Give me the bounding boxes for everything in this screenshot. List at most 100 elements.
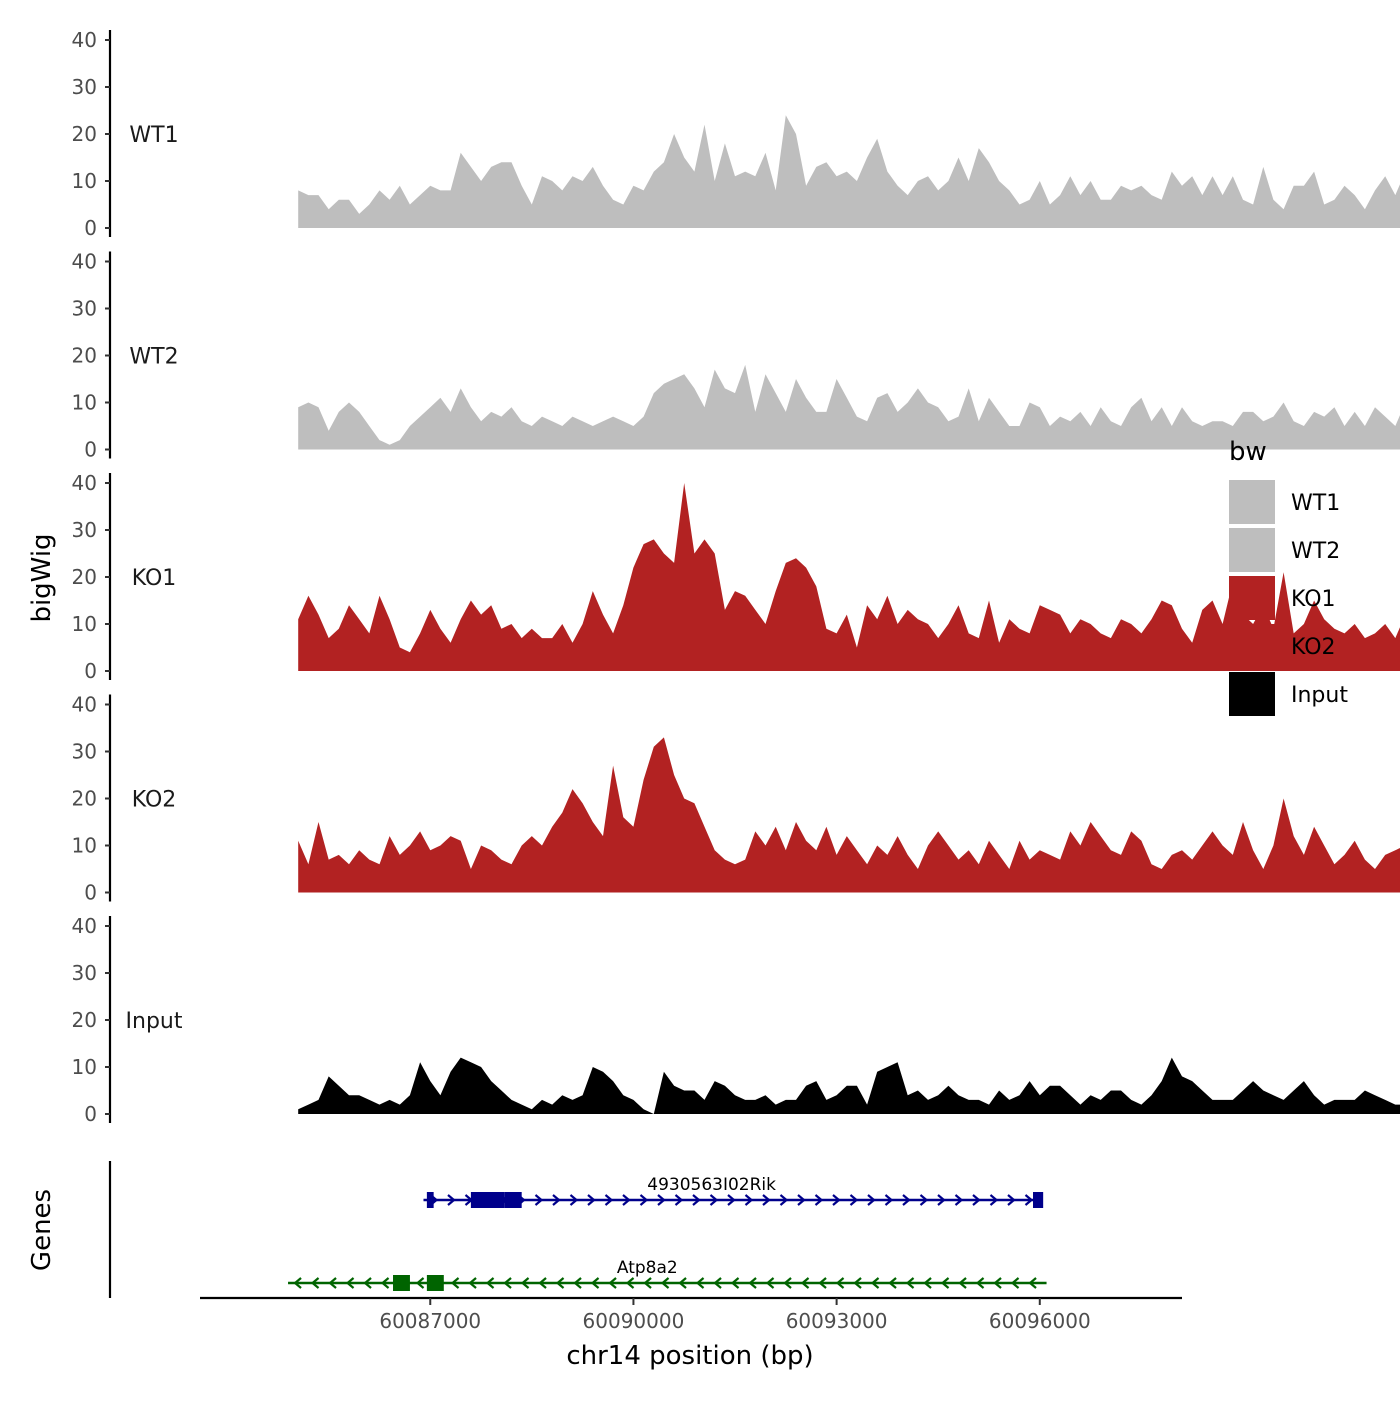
exon-block: [393, 1275, 410, 1291]
y-tick-label: 40: [72, 250, 97, 274]
signal-tracks: 0 10 20 30 40 WT1 0 10 20 30 40 WT2 0 10 20 30 40 KO1 0 10 2…: [72, 28, 1400, 1126]
strand-arrow: [310, 1277, 320, 1289]
exon-block: [426, 1275, 444, 1291]
legend-label: KO2: [1291, 635, 1336, 660]
strand-arrow: [902, 1194, 911, 1206]
strand-arrow: [363, 1277, 372, 1289]
y-tick-label: 10: [72, 834, 97, 858]
x-tick-label: 60096000: [989, 1309, 1091, 1333]
exon-block: [470, 1192, 505, 1208]
strand-arrow: [555, 1277, 565, 1289]
strand-arrow: [447, 1194, 456, 1206]
strand-arrow: [692, 1194, 701, 1206]
strand-arrow: [1024, 1194, 1034, 1206]
strand-arrow: [748, 1277, 757, 1289]
strand-arrow: [674, 1194, 684, 1206]
strand-arrow: [814, 1194, 824, 1206]
track-label: KO1: [132, 566, 177, 591]
genes-axis-title: Genes: [27, 1189, 57, 1271]
track-panel-wt1: 0 10 20 30 40 WT1: [72, 28, 1400, 240]
strand-arrow: [797, 1194, 806, 1206]
strand-arrow: [975, 1277, 985, 1289]
strand-arrow: [818, 1277, 827, 1289]
track-label: Input: [126, 1009, 183, 1034]
strand-arrow: [905, 1277, 915, 1289]
strand-arrow: [919, 1194, 929, 1206]
strand-arrow: [380, 1277, 390, 1289]
track-label: KO2: [132, 788, 177, 813]
track-panel-ko2: 0 10 20 30 40 KO2: [72, 693, 1400, 905]
strand-arrow: [884, 1194, 894, 1206]
signal-area-input: [298, 1057, 1400, 1114]
signal-area-ko2: [298, 737, 1400, 893]
strand-arrow: [695, 1277, 705, 1289]
gene-annotation-track: 4930563I02Rik Atp8a2: [108, 1161, 1047, 1298]
legend-label: WT2: [1291, 539, 1340, 564]
strand-arrow: [503, 1277, 512, 1289]
strand-arrow: [1007, 1194, 1016, 1206]
strand-arrow: [800, 1277, 810, 1289]
y-tick-label: 0: [84, 438, 97, 462]
strand-arrow: [604, 1194, 614, 1206]
strand-arrow: [744, 1194, 754, 1206]
strand-arrow: [678, 1277, 687, 1289]
legend-key-ko2: [1229, 624, 1275, 668]
strand-arrow: [870, 1277, 880, 1289]
signal-area-wt1: [298, 115, 1400, 228]
y-axis-title: bigWig: [27, 533, 57, 622]
strand-arrow: [660, 1277, 670, 1289]
signal-area-ko1: [298, 483, 1400, 671]
x-axis-title: chr14 position (bp): [566, 1341, 813, 1371]
gene-label: Atp8a2: [617, 1258, 678, 1278]
strand-arrow: [328, 1277, 337, 1289]
track-label: WT1: [129, 123, 178, 148]
strand-arrow: [1028, 1277, 1037, 1289]
track-label: WT2: [129, 345, 178, 370]
x-tick-label: 60087000: [379, 1309, 481, 1333]
strand-arrow: [415, 1277, 425, 1289]
y-tick-label: 0: [84, 1102, 97, 1126]
y-tick-label: 0: [84, 659, 97, 683]
strand-arrow: [590, 1277, 600, 1289]
legend-label: KO1: [1291, 587, 1336, 612]
y-tick-label: 20: [72, 344, 97, 368]
strand-arrow: [954, 1194, 964, 1206]
y-tick-label: 30: [72, 75, 97, 99]
y-tick-label: 0: [84, 216, 97, 240]
y-tick-label: 40: [72, 471, 97, 495]
strand-arrow: [622, 1194, 631, 1206]
strand-arrow: [450, 1277, 460, 1289]
y-tick-label: 10: [72, 391, 97, 415]
signal-area-wt2: [298, 364, 1400, 450]
strand-arrow: [520, 1277, 530, 1289]
strand-arrow: [485, 1277, 495, 1289]
y-tick-label: 30: [72, 297, 97, 321]
y-tick-label: 10: [72, 169, 97, 193]
strand-arrow: [727, 1194, 736, 1206]
strand-arrow: [468, 1277, 477, 1289]
strand-arrow: [783, 1277, 792, 1289]
y-tick-label: 20: [72, 122, 97, 146]
y-tick-label: 30: [72, 740, 97, 764]
strand-arrow: [730, 1277, 740, 1289]
strand-arrow: [608, 1277, 617, 1289]
strand-arrow: [867, 1194, 876, 1206]
strand-arrow: [888, 1277, 897, 1289]
strand-arrow: [573, 1277, 582, 1289]
y-tick-label: 40: [72, 693, 97, 717]
strand-arrow: [853, 1277, 862, 1289]
strand-arrow: [643, 1277, 652, 1289]
x-tick-label: 60093000: [786, 1309, 888, 1333]
strand-arrow: [940, 1277, 950, 1289]
strand-arrow: [552, 1194, 561, 1206]
legend-title: bw: [1229, 437, 1267, 467]
y-tick-label: 40: [72, 914, 97, 938]
strand-arrow: [765, 1277, 775, 1289]
legend-label: WT1: [1291, 491, 1340, 516]
strand-arrow: [762, 1194, 771, 1206]
strand-arrow: [835, 1277, 845, 1289]
y-tick-label: 40: [72, 28, 97, 52]
track-panel-wt2: 0 10 20 30 40 WT2: [72, 250, 1400, 462]
